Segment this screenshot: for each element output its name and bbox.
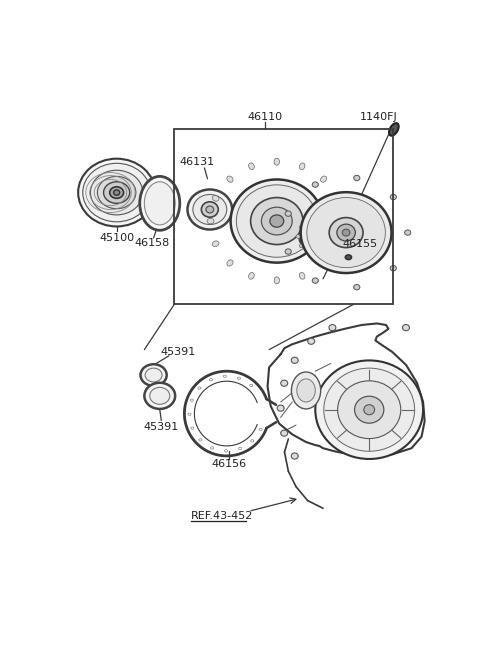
Ellipse shape — [281, 430, 288, 436]
Ellipse shape — [354, 284, 360, 290]
Ellipse shape — [296, 234, 300, 238]
Ellipse shape — [390, 265, 396, 271]
Ellipse shape — [335, 196, 341, 201]
Ellipse shape — [345, 255, 351, 259]
Text: 46131: 46131 — [179, 157, 214, 167]
Ellipse shape — [110, 187, 123, 198]
Ellipse shape — [206, 206, 214, 213]
Ellipse shape — [270, 215, 284, 227]
Ellipse shape — [144, 182, 175, 225]
Ellipse shape — [274, 277, 279, 284]
Ellipse shape — [144, 383, 175, 409]
Text: REF.43-452: REF.43-452 — [191, 511, 253, 521]
Ellipse shape — [312, 278, 318, 284]
Ellipse shape — [300, 163, 305, 170]
Ellipse shape — [249, 163, 254, 170]
Ellipse shape — [285, 211, 291, 216]
Ellipse shape — [90, 170, 143, 215]
Ellipse shape — [389, 123, 399, 136]
Ellipse shape — [364, 405, 374, 415]
Text: 45100: 45100 — [99, 233, 134, 243]
Ellipse shape — [97, 176, 136, 209]
Ellipse shape — [291, 357, 298, 364]
Ellipse shape — [285, 249, 291, 254]
Ellipse shape — [201, 202, 218, 217]
Text: 45391: 45391 — [161, 347, 196, 357]
Ellipse shape — [300, 272, 305, 279]
Ellipse shape — [236, 185, 317, 257]
Ellipse shape — [327, 225, 331, 229]
Ellipse shape — [300, 192, 392, 273]
Text: 46158: 46158 — [134, 238, 170, 248]
Ellipse shape — [339, 218, 347, 224]
Ellipse shape — [329, 324, 336, 331]
Ellipse shape — [300, 225, 304, 229]
Ellipse shape — [321, 176, 327, 182]
Ellipse shape — [140, 176, 180, 231]
Ellipse shape — [212, 241, 219, 246]
Ellipse shape — [230, 179, 323, 263]
Ellipse shape — [354, 176, 360, 181]
Ellipse shape — [227, 260, 233, 266]
Ellipse shape — [315, 360, 423, 459]
Ellipse shape — [277, 405, 284, 411]
Ellipse shape — [249, 272, 254, 279]
Text: 45391: 45391 — [144, 422, 179, 432]
Ellipse shape — [308, 338, 315, 345]
Ellipse shape — [193, 195, 227, 225]
Ellipse shape — [327, 244, 331, 248]
Ellipse shape — [141, 364, 167, 386]
Ellipse shape — [291, 453, 298, 459]
Ellipse shape — [83, 163, 151, 222]
Ellipse shape — [308, 219, 312, 224]
Text: 46155: 46155 — [342, 239, 378, 249]
Ellipse shape — [324, 368, 415, 451]
Ellipse shape — [188, 189, 232, 229]
Ellipse shape — [308, 249, 312, 253]
Ellipse shape — [337, 224, 355, 241]
Ellipse shape — [355, 396, 384, 423]
Ellipse shape — [104, 182, 130, 203]
Ellipse shape — [207, 218, 214, 224]
Ellipse shape — [300, 244, 304, 248]
Text: 46110: 46110 — [248, 112, 283, 122]
Ellipse shape — [319, 249, 323, 253]
Ellipse shape — [274, 159, 279, 165]
Ellipse shape — [312, 182, 318, 187]
Ellipse shape — [403, 324, 409, 331]
Ellipse shape — [262, 207, 292, 235]
Ellipse shape — [227, 176, 233, 182]
Ellipse shape — [319, 219, 323, 224]
Ellipse shape — [337, 381, 401, 439]
Ellipse shape — [405, 230, 411, 235]
Ellipse shape — [342, 229, 350, 236]
Ellipse shape — [297, 379, 315, 402]
Ellipse shape — [329, 217, 363, 248]
Ellipse shape — [307, 198, 385, 268]
Ellipse shape — [299, 222, 332, 251]
Ellipse shape — [335, 241, 341, 246]
Ellipse shape — [321, 260, 327, 266]
Ellipse shape — [212, 196, 219, 201]
Ellipse shape — [114, 190, 120, 195]
Ellipse shape — [78, 159, 155, 227]
Bar — [174, 128, 393, 304]
Ellipse shape — [145, 368, 162, 382]
Ellipse shape — [251, 198, 303, 244]
Ellipse shape — [330, 234, 335, 238]
Ellipse shape — [304, 227, 326, 246]
Ellipse shape — [291, 372, 321, 409]
Text: 1140FJ: 1140FJ — [360, 112, 397, 122]
Ellipse shape — [150, 387, 170, 404]
Text: 46156: 46156 — [212, 458, 247, 468]
Ellipse shape — [281, 380, 288, 386]
Ellipse shape — [390, 195, 396, 200]
